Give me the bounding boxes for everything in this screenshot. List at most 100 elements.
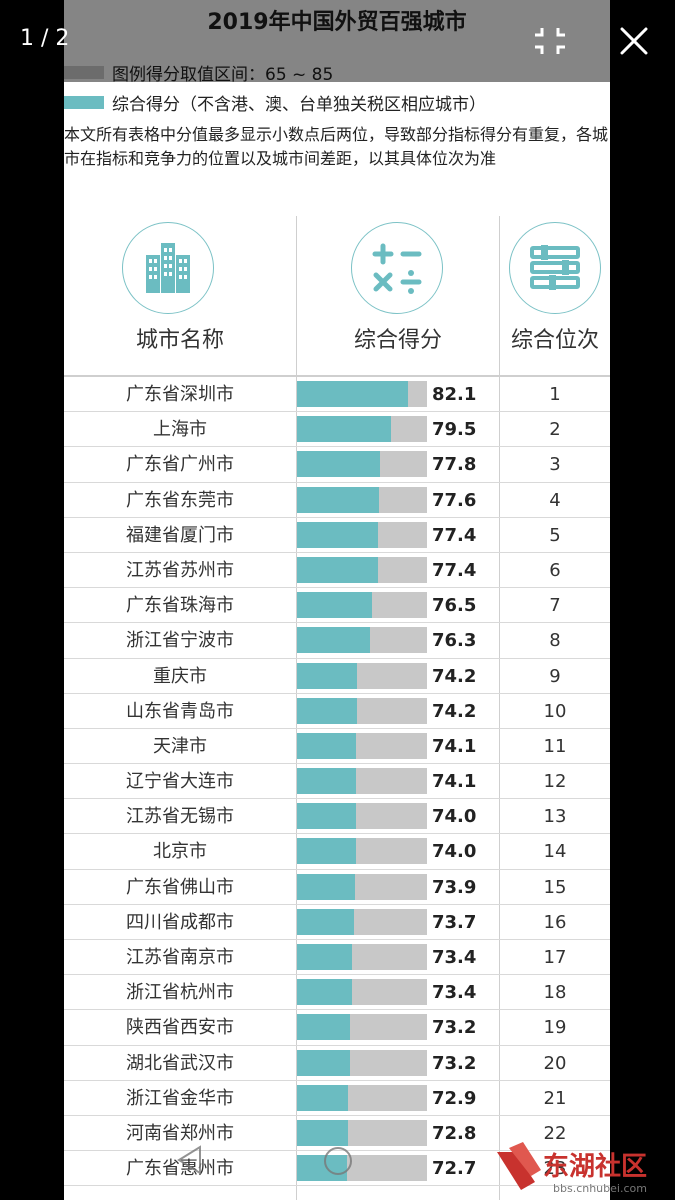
- score-value: 77.4: [432, 524, 477, 546]
- fit-screen-icon[interactable]: [533, 26, 567, 56]
- rank-value: 15: [543, 876, 567, 898]
- rank-value: 9: [549, 665, 561, 687]
- table-row: 广东省东莞市 77.6 4: [64, 483, 610, 518]
- nav-back-icon[interactable]: [176, 1144, 204, 1176]
- score-value: 77.8: [432, 454, 477, 476]
- score-bar-track: [297, 732, 427, 759]
- column-header-city: 城市名称: [135, 328, 224, 353]
- rank-value: 22: [543, 1122, 567, 1144]
- score-value: 77.6: [432, 489, 477, 511]
- score-bar: [297, 1084, 349, 1111]
- city-name: 浙江省杭州市: [126, 982, 234, 1004]
- table-row: 天津市 74.1 11: [64, 729, 610, 765]
- score-value: 74.2: [432, 665, 477, 687]
- score-bar-track: [297, 908, 427, 935]
- score-bar: [297, 486, 379, 513]
- rank-value: 3: [549, 454, 561, 476]
- score-bar-track: [297, 768, 427, 795]
- city-name: 福建省厦门市: [126, 524, 234, 546]
- legend-score-swatch: [64, 95, 104, 109]
- city-name: 湖北省武汉市: [126, 1052, 234, 1074]
- rank-value: 1: [549, 384, 561, 405]
- city-name: 广东省深圳市: [126, 384, 234, 405]
- score-bar: [297, 1119, 348, 1146]
- document-title: 2019年中国外贸百强城市: [207, 10, 467, 35]
- city-name: 浙江省金华市: [126, 1087, 234, 1109]
- score-bar-track: [297, 486, 427, 513]
- city-name: 江苏省无锡市: [126, 806, 234, 828]
- watermark-url: bbs.cnhubei.com: [553, 1182, 647, 1195]
- score-bar: [297, 592, 372, 619]
- score-value: 72.9: [432, 1087, 477, 1109]
- score-bar: [297, 627, 371, 654]
- score-bar-track: [297, 873, 427, 900]
- score-value: 73.4: [432, 947, 477, 968]
- table-note: 本文所有表格中分值最多显示小数点后两位，导致部分指标得分有重复，各城市在指标和竞…: [64, 125, 609, 168]
- column-header-score: 综合得分: [353, 328, 442, 353]
- score-bar-track: [297, 979, 427, 1006]
- score-value: 74.1: [432, 735, 477, 757]
- table-row: 福建省厦门市 77.4 5: [64, 518, 610, 553]
- table-row: 陕西省西安市 73.2 19: [64, 1010, 610, 1046]
- score-bar: [297, 1049, 351, 1076]
- score-bar: [297, 521, 378, 548]
- column-divider: [499, 216, 500, 1200]
- buildings-icon: [122, 222, 214, 314]
- score-value: 73.9: [432, 876, 477, 898]
- rank-value: 11: [543, 735, 567, 757]
- score-value: 76.3: [432, 630, 477, 652]
- score-bar: [297, 768, 357, 795]
- legend-range: 图例得分取值区间：65 ~ 85: [64, 60, 333, 85]
- score-bar: [297, 1155, 348, 1182]
- score-bar-track: [297, 1049, 427, 1076]
- table-row: 广东省深圳市 82.1 1: [64, 377, 610, 413]
- table-row: 江苏省无锡市 74.0 13: [64, 799, 610, 835]
- nav-home-icon[interactable]: [322, 1145, 354, 1177]
- score-value: 74.2: [432, 700, 477, 722]
- table-row: 山东省青岛市 74.2 10: [64, 694, 610, 729]
- ranking-table: 广东省深圳市 82.1 1 上海市 79.5 2 广东省广州市 77.8 3 广东省东莞市 77.6…: [64, 377, 610, 1187]
- score-bar: [297, 556, 378, 583]
- table-row: 河南省郑州市 72.8 22: [64, 1116, 610, 1152]
- score-bar-track: [297, 1084, 427, 1111]
- city-name: 辽宁省大连市: [126, 771, 234, 793]
- city-name: 陕西省西安市: [126, 1017, 234, 1039]
- column-divider: [296, 216, 297, 1200]
- column-header-rank: 综合位次: [510, 328, 599, 353]
- site-watermark: 东湖社区 bbs.cnhubei.com: [495, 1138, 675, 1200]
- city-name: 北京市: [153, 841, 207, 863]
- rank-value: 13: [543, 806, 567, 828]
- header-divider: [64, 375, 610, 377]
- city-name: 江苏省南京市: [126, 947, 234, 968]
- rank-value: 14: [543, 841, 567, 863]
- table-row: 四川省成都市 73.7 16: [64, 905, 610, 940]
- score-bar-track: [297, 451, 427, 478]
- score-value: 72.8: [432, 1122, 477, 1144]
- table-row: 湖北省武汉市 73.2 20: [64, 1046, 610, 1081]
- score-bar: [297, 838, 356, 865]
- city-name: 广东省惠州市: [126, 1158, 234, 1180]
- score-value: 73.2: [432, 1052, 477, 1074]
- table-row: 广东省广州市 77.8 3: [64, 447, 610, 483]
- score-bar-track: [297, 592, 427, 619]
- score-bar-track: [297, 838, 427, 865]
- rank-value: 17: [543, 947, 567, 968]
- city-name: 山东省青岛市: [126, 700, 234, 722]
- rank-value: 12: [543, 771, 567, 793]
- score-bar: [297, 732, 357, 759]
- table-row: 广东省佛山市 73.9 15: [64, 870, 610, 905]
- page-counter: 1 / 2: [20, 26, 70, 51]
- table-row: 重庆市 74.2 9: [64, 659, 610, 694]
- score-bar-track: [297, 1119, 427, 1146]
- table-row: 浙江省宁波市 76.3 8: [64, 623, 610, 659]
- watermark-text: 东湖社区: [543, 1152, 648, 1182]
- close-icon[interactable]: [618, 25, 650, 57]
- city-name: 江苏省苏州市: [126, 559, 234, 581]
- rank-value: 18: [543, 982, 567, 1004]
- rank-value: 5: [549, 524, 561, 546]
- city-name: 天津市: [153, 735, 207, 757]
- score-bar-track: [297, 1155, 427, 1182]
- score-value: 72.7: [432, 1158, 477, 1180]
- city-name: 广东省东莞市: [126, 489, 234, 511]
- score-value: 82.1: [432, 384, 477, 405]
